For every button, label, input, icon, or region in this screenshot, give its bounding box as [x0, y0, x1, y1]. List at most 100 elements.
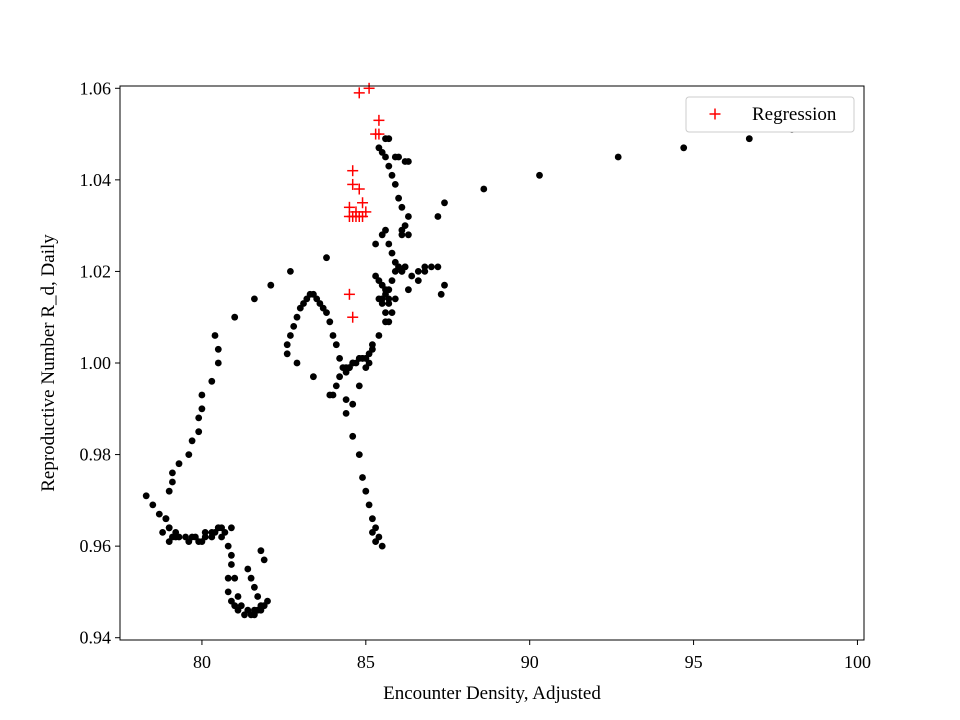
data-point — [283, 350, 291, 358]
data-point — [231, 574, 239, 582]
data-point — [329, 332, 337, 339]
legend: Regression — [685, 96, 855, 133]
y-tick-label: 1.06 — [80, 78, 112, 98]
y-tick-label: 0.94 — [80, 628, 112, 648]
data-point — [372, 240, 379, 248]
data-point — [398, 231, 406, 239]
data-point — [211, 332, 219, 339]
data-point — [251, 295, 258, 303]
data-point — [382, 226, 389, 234]
data-point — [287, 268, 294, 275]
data-point — [231, 313, 239, 321]
data-point — [369, 345, 376, 353]
regression-point — [353, 87, 365, 99]
data-point — [375, 332, 383, 339]
legend-marker-icon — [709, 108, 721, 120]
data-point — [329, 391, 337, 399]
data-point — [365, 501, 373, 509]
data-point — [408, 272, 416, 280]
data-point — [214, 359, 222, 367]
data-point — [398, 203, 406, 211]
data-point — [349, 432, 357, 440]
data-point — [391, 181, 399, 188]
data-point — [198, 391, 206, 399]
data-point — [251, 583, 258, 591]
data-point — [336, 373, 343, 381]
data-point — [228, 551, 235, 559]
data-point — [172, 529, 180, 536]
data-point — [355, 355, 363, 362]
data-point — [142, 492, 150, 500]
legend-marker-regression — [709, 108, 721, 120]
data-point — [188, 437, 196, 445]
data-point — [362, 364, 370, 371]
data-point — [349, 359, 357, 367]
x-tick-label: 85 — [357, 652, 375, 672]
data-point — [395, 153, 402, 161]
regression-point — [373, 114, 385, 126]
x-axis-label: Encounter Density, Adjusted — [383, 683, 601, 704]
data-point — [257, 547, 265, 555]
data-point — [310, 373, 317, 381]
data-point — [355, 382, 363, 390]
data-point — [165, 524, 173, 532]
regression-point — [357, 197, 369, 209]
data-point — [244, 565, 252, 573]
data-point — [388, 249, 396, 257]
data-point — [149, 501, 157, 509]
data-point — [388, 171, 396, 179]
data-point — [342, 368, 350, 376]
x-tick-label: 90 — [521, 652, 539, 672]
data-point — [385, 240, 393, 248]
data-point — [369, 529, 376, 536]
data-point — [355, 451, 363, 458]
data-point — [441, 281, 448, 289]
data-point — [414, 268, 422, 275]
data-point — [614, 153, 622, 161]
data-point — [372, 272, 379, 280]
regression-point — [373, 128, 385, 140]
data-point — [332, 382, 340, 390]
regression-point — [357, 210, 369, 222]
data-point — [224, 542, 232, 550]
legend-box — [685, 96, 855, 133]
regression-point — [343, 288, 355, 300]
data-point — [332, 341, 340, 349]
data-point — [434, 213, 442, 220]
data-point — [254, 593, 262, 600]
data-point — [428, 263, 435, 271]
data-point — [405, 286, 412, 294]
data-point — [405, 231, 412, 239]
data-point — [378, 542, 386, 550]
data-point — [405, 213, 412, 220]
data-point — [385, 295, 393, 303]
regression-markers-layer — [343, 82, 385, 323]
y-tick-label: 1.02 — [80, 261, 112, 281]
data-point — [437, 290, 445, 298]
data-point — [323, 254, 330, 262]
data-point — [401, 263, 409, 271]
data-point — [195, 428, 203, 436]
data-point — [336, 355, 343, 362]
data-point — [362, 487, 370, 495]
data-point — [342, 410, 350, 417]
data-point — [283, 341, 291, 349]
data-point — [745, 135, 753, 143]
regression-point — [347, 165, 359, 177]
data-point — [536, 171, 543, 179]
data-point — [234, 593, 242, 600]
data-point — [175, 460, 183, 468]
x-tick-label: 80 — [193, 652, 211, 672]
data-point — [372, 538, 379, 545]
data-point — [247, 574, 255, 582]
data-point — [391, 295, 399, 303]
data-point — [188, 533, 196, 541]
data-point — [388, 309, 396, 316]
regression-point — [347, 311, 359, 323]
data-point — [198, 405, 206, 413]
data-point — [293, 359, 301, 367]
data-point — [201, 533, 209, 541]
data-point — [290, 323, 298, 330]
data-point — [208, 377, 216, 385]
